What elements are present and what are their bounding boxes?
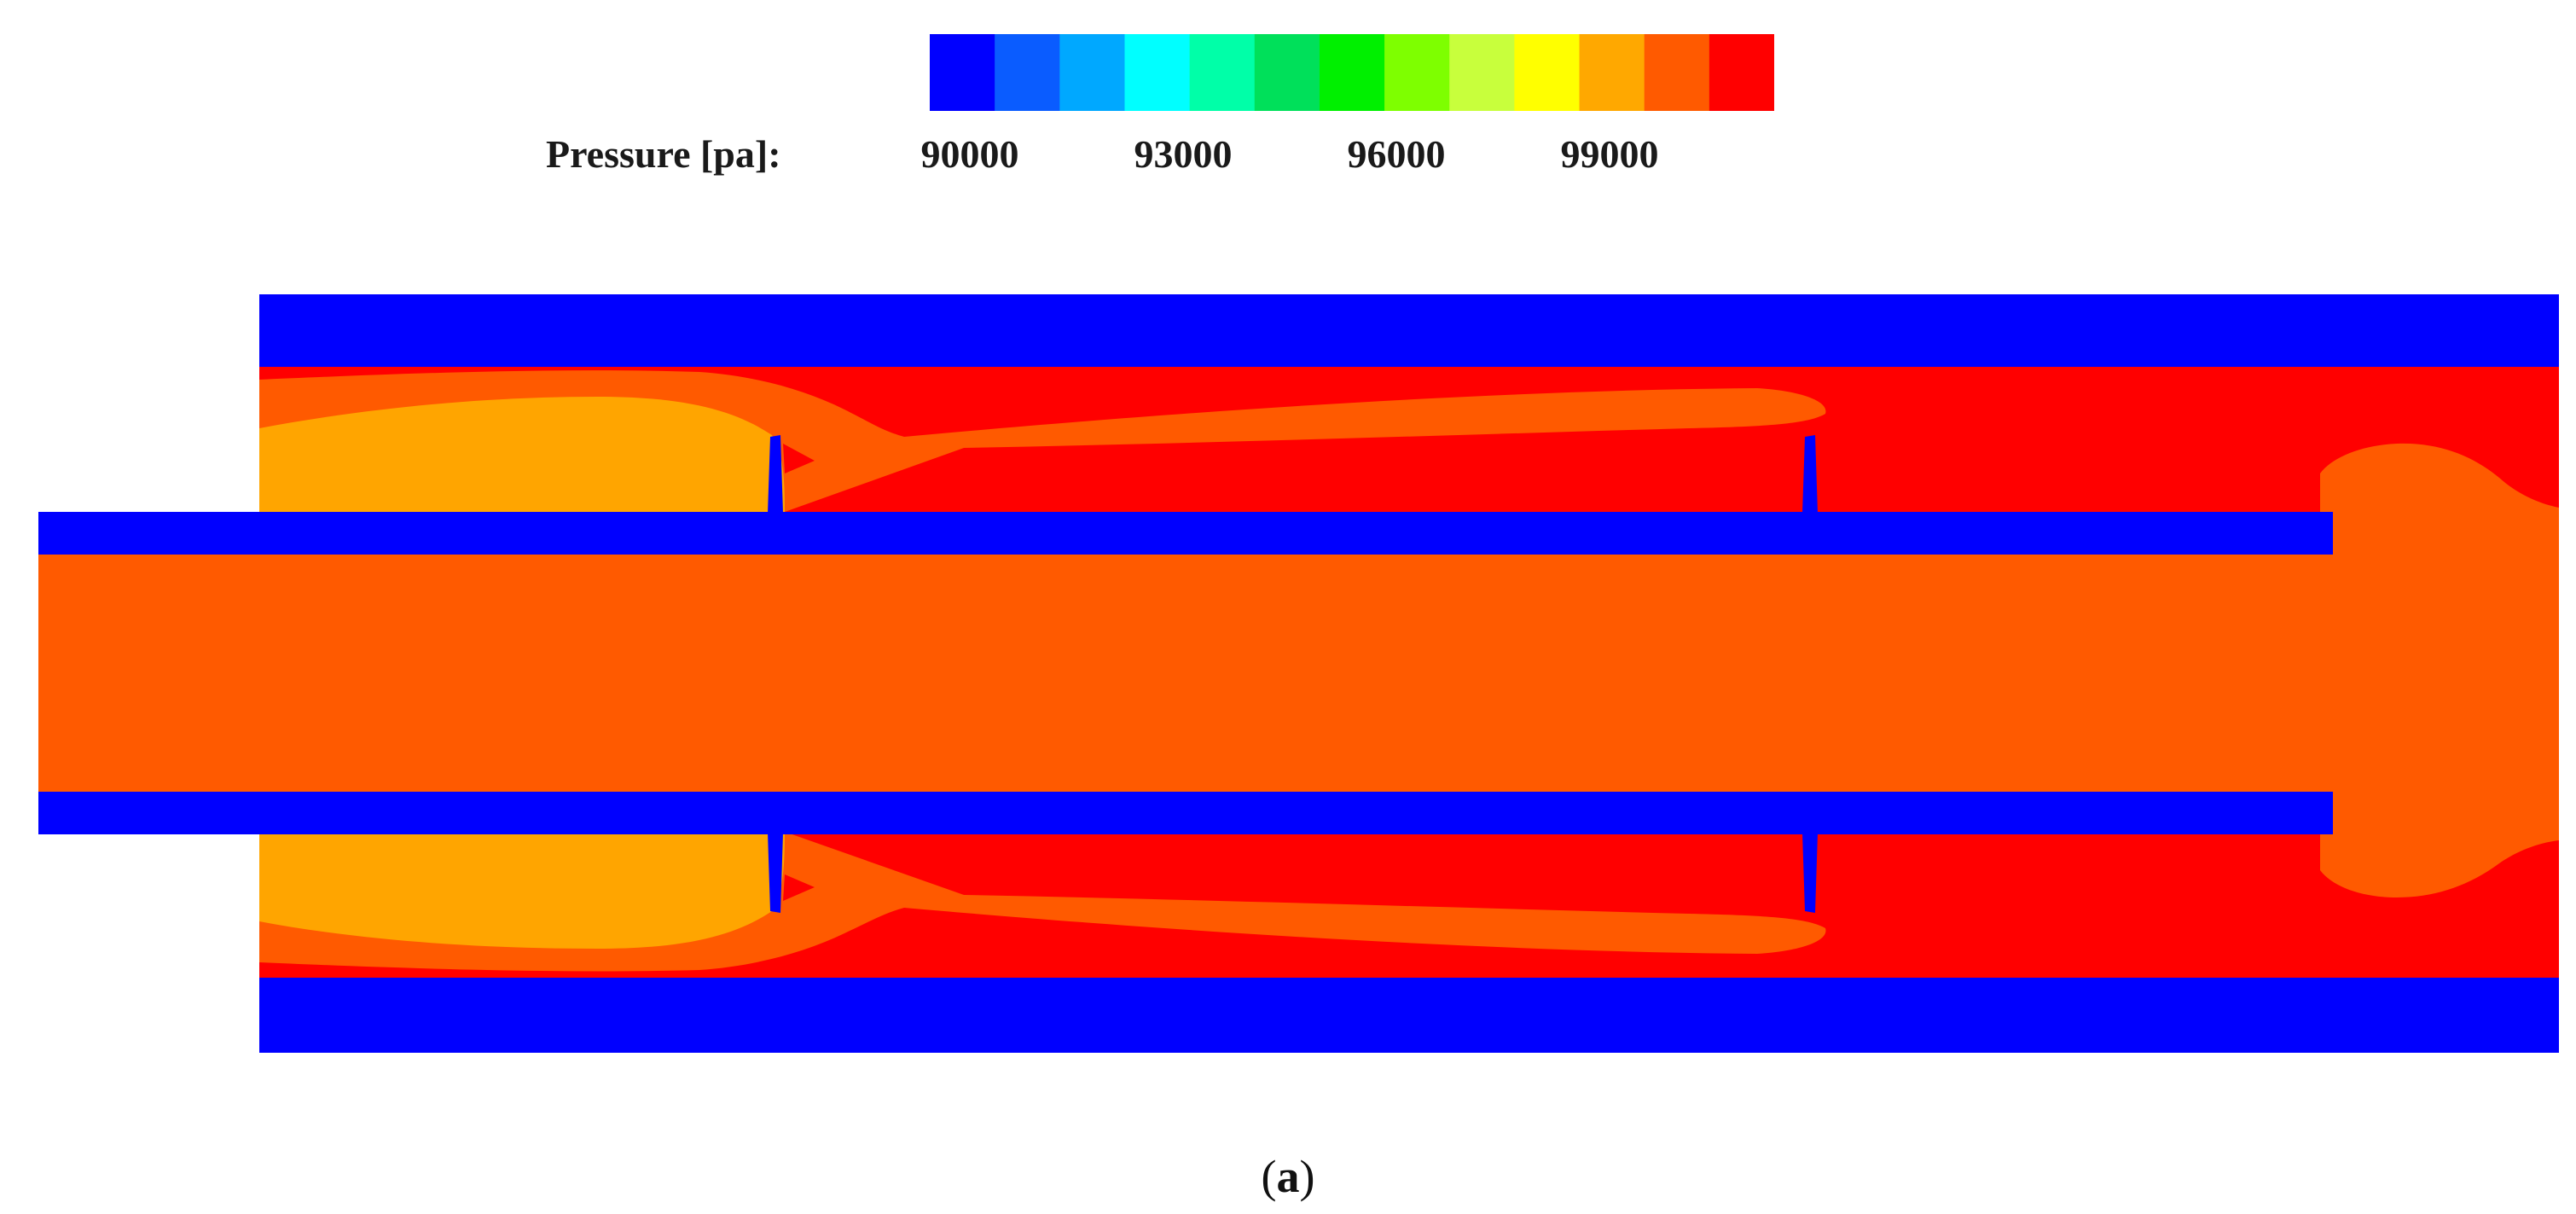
colorbar-tick-label: 96000	[1347, 132, 1446, 176]
colorbar-swatch	[1189, 34, 1256, 111]
outer-wall-top	[259, 294, 2559, 367]
colorbar-tick-label: 90000	[920, 132, 1019, 176]
colorbar-swatch	[1709, 34, 1774, 111]
colorbar-swatch	[995, 34, 1060, 111]
fin-wake-lower	[783, 874, 815, 901]
inner-pipe-flow	[38, 555, 2333, 792]
colorbar-swatch	[1384, 34, 1450, 111]
colorbar-swatch	[1059, 34, 1126, 111]
annulus-lower-low-region	[259, 832, 785, 949]
colorbar-tick-label: 93000	[1134, 132, 1233, 176]
fin-upper-left	[768, 435, 783, 514]
inner-pipe-wall-bottom	[38, 792, 2333, 834]
colorbar-swatch	[1579, 34, 1645, 111]
colorbar-title: Pressure [pa]:	[546, 132, 781, 176]
colorbar-swatch	[1449, 34, 1515, 111]
figure-caption: (a)	[1261, 1151, 1315, 1202]
pressure-contour-plot	[38, 294, 2559, 1053]
annulus-upper-low-region	[259, 397, 785, 512]
fin-wake-upper	[783, 444, 815, 473]
colorbar-swatch	[930, 34, 995, 111]
pressure-colorbar	[930, 34, 1774, 111]
fin-upper-right	[1802, 435, 1818, 514]
fin-lower-left	[768, 833, 783, 913]
colorbar-tick-label: 99000	[1560, 132, 1659, 176]
colorbar-swatch	[1319, 34, 1385, 111]
fin-lower-right	[1802, 833, 1818, 913]
colorbar-swatch	[1644, 34, 1710, 111]
outer-wall-bottom	[259, 978, 2559, 1053]
colorbar-swatch	[1124, 34, 1191, 111]
colorbar-swatch	[1514, 34, 1581, 111]
inner-pipe-wall-top	[38, 512, 2333, 555]
colorbar-swatch	[1254, 34, 1320, 111]
exit-plume	[2320, 443, 2559, 897]
